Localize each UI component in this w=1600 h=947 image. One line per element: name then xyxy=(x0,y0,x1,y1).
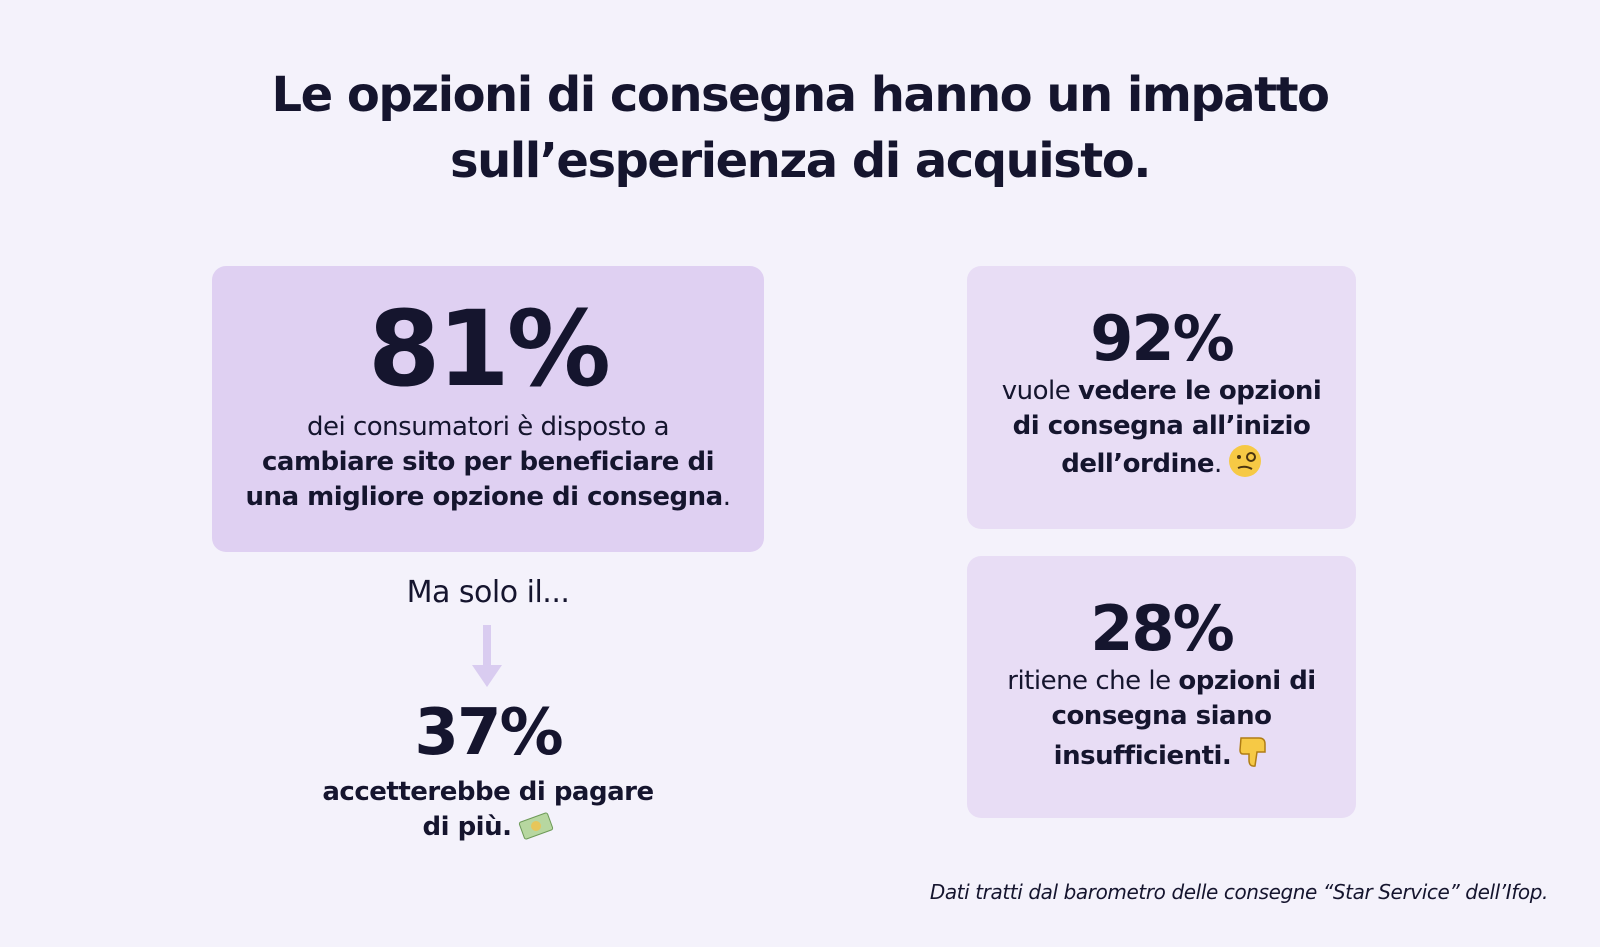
bold-text: cambiare sito per beneficiare di una mig… xyxy=(245,447,724,512)
title: Le opzioni di consegna hanno un impatto … xyxy=(271,67,1330,189)
plain-text: dei consumatori è disposto a xyxy=(306,412,670,442)
end-text: . xyxy=(1214,449,1222,479)
money-icon xyxy=(518,812,553,840)
main-value: 81% xyxy=(368,288,611,410)
arrow xyxy=(472,625,502,687)
main-text: dei consumatori è disposto a cambiare si… xyxy=(243,410,733,515)
plain-text: vuole xyxy=(1001,376,1071,406)
thinking-icon xyxy=(1228,445,1261,477)
bold-text: vedere le opzioni di consegna all’inizio… xyxy=(1012,376,1322,479)
side-text: vuole vedere le opzioni di consegna all’… xyxy=(987,374,1337,482)
side-value: 92% xyxy=(1090,302,1234,375)
bold-text: opzioni di consegna siano insufficienti. xyxy=(1051,666,1317,771)
side-card: 28% ritiene che le opzioni di consegna s… xyxy=(967,556,1356,818)
transition: Ma solo il... xyxy=(406,575,570,610)
plain-text: ritiene che le xyxy=(1007,666,1171,696)
source: Dati tratti dal barometro delle consegne… xyxy=(929,880,1549,904)
side-card: 92% vuole vedere le opzioni di consegna … xyxy=(967,266,1356,529)
bold-text: accetterebbe di pagare di più. xyxy=(322,777,654,842)
main-card: 81% dei consumatori è disposto a cambiar… xyxy=(212,266,764,552)
thumbs-down-icon xyxy=(1239,737,1267,767)
side-text: ritiene che le opzioni di consegna siano… xyxy=(997,664,1327,774)
end-text: . xyxy=(722,482,731,512)
sub-value: 37% xyxy=(414,696,563,770)
sub-text: accetterebbe di pagare di più. xyxy=(318,775,658,845)
side-value: 28% xyxy=(1090,592,1234,665)
